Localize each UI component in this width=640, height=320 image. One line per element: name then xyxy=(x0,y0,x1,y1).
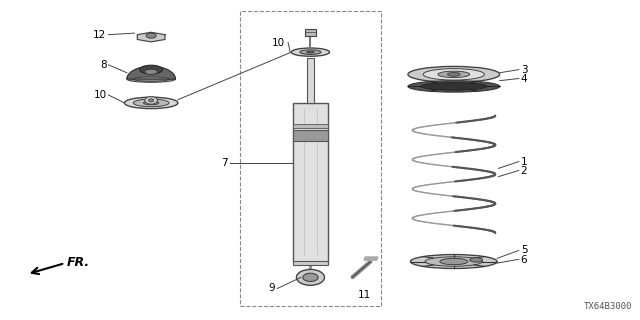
Ellipse shape xyxy=(145,69,157,74)
Text: TX64B3000: TX64B3000 xyxy=(584,302,632,311)
Bar xyxy=(305,29,316,36)
Ellipse shape xyxy=(291,48,330,56)
Ellipse shape xyxy=(307,51,314,53)
Bar xyxy=(293,124,328,128)
Polygon shape xyxy=(138,32,165,42)
Text: 12: 12 xyxy=(93,30,106,40)
Ellipse shape xyxy=(438,71,470,77)
Text: 3: 3 xyxy=(521,65,527,75)
Ellipse shape xyxy=(447,72,460,76)
Ellipse shape xyxy=(145,97,157,104)
Bar xyxy=(241,11,381,306)
Bar xyxy=(293,103,328,261)
Ellipse shape xyxy=(408,67,500,82)
Polygon shape xyxy=(127,67,175,79)
Bar xyxy=(293,260,328,265)
Ellipse shape xyxy=(148,99,154,102)
Text: 10: 10 xyxy=(272,38,285,48)
Ellipse shape xyxy=(420,83,487,90)
Ellipse shape xyxy=(440,258,468,265)
Text: 10: 10 xyxy=(93,90,106,100)
Text: 5: 5 xyxy=(521,245,527,255)
Text: 9: 9 xyxy=(269,284,275,293)
Ellipse shape xyxy=(124,97,178,108)
Ellipse shape xyxy=(146,33,156,38)
Text: 1: 1 xyxy=(521,156,527,167)
Text: 11: 11 xyxy=(358,290,371,300)
Ellipse shape xyxy=(470,258,483,262)
Bar xyxy=(307,59,314,103)
Polygon shape xyxy=(364,257,378,260)
Ellipse shape xyxy=(133,77,169,81)
Ellipse shape xyxy=(425,257,483,266)
Ellipse shape xyxy=(303,273,318,282)
Bar xyxy=(293,130,328,141)
Ellipse shape xyxy=(300,50,321,54)
Text: 2: 2 xyxy=(521,166,527,176)
Ellipse shape xyxy=(140,65,163,74)
Text: FR.: FR. xyxy=(67,256,90,269)
Ellipse shape xyxy=(410,254,497,268)
Text: 6: 6 xyxy=(521,255,527,265)
Text: 8: 8 xyxy=(100,60,106,70)
Ellipse shape xyxy=(408,81,500,92)
Ellipse shape xyxy=(143,101,159,105)
Ellipse shape xyxy=(423,69,484,80)
Text: 4: 4 xyxy=(521,74,527,84)
Ellipse shape xyxy=(133,99,169,107)
Ellipse shape xyxy=(127,76,175,82)
Text: 7: 7 xyxy=(221,158,228,168)
Ellipse shape xyxy=(296,269,324,285)
